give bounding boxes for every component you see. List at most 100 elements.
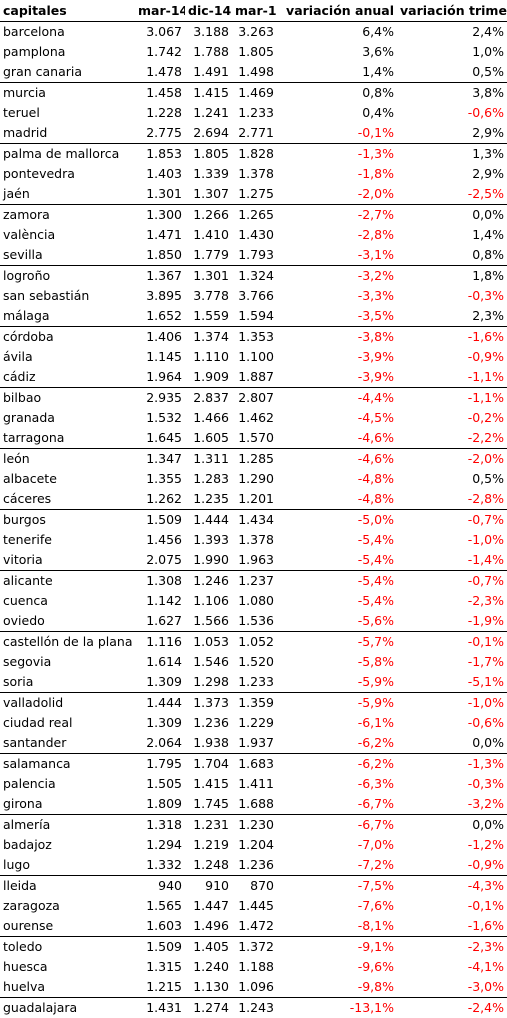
- mar-14-cell: 1.565: [135, 896, 185, 916]
- variacion-anual-cell: -9,1%: [277, 937, 397, 958]
- mar-15-cell: 1.411: [232, 774, 277, 794]
- dic-14-cell: 1.909: [185, 367, 232, 388]
- city-cell: segovia: [0, 652, 135, 672]
- city-cell: cuenca: [0, 591, 135, 611]
- mar-14-cell: 1.603: [135, 916, 185, 937]
- variacion-trimestral-cell: -0,2%: [397, 408, 507, 428]
- variacion-trimestral-cell: -1,3%: [397, 754, 507, 775]
- dic-14-cell: 1.788: [185, 42, 232, 62]
- mar-15-cell: 1.237: [232, 571, 277, 592]
- city-cell: tarragona: [0, 428, 135, 449]
- mar-15-cell: 2.771: [232, 123, 277, 144]
- mar-14-cell: 1.627: [135, 611, 185, 632]
- dic-14-cell: 1.219: [185, 835, 232, 855]
- variacion-trimestral-cell: -0,9%: [397, 347, 507, 367]
- dic-14-cell: 1.130: [185, 977, 232, 998]
- variacion-trimestral-cell: -2,5%: [397, 184, 507, 205]
- mar-14-cell: 1.532: [135, 408, 185, 428]
- dic-14-cell: 1.235: [185, 489, 232, 510]
- mar-14-cell: 1.228: [135, 103, 185, 123]
- variacion-trimestral-cell: -1,4%: [397, 550, 507, 571]
- dic-14-cell: 1.938: [185, 733, 232, 754]
- mar-15-cell: 1.285: [232, 449, 277, 470]
- city-cell: madrid: [0, 123, 135, 144]
- variacion-anual-cell: -3,9%: [277, 367, 397, 388]
- dic-14-cell: 1.405: [185, 937, 232, 958]
- mar-14-cell: 2.775: [135, 123, 185, 144]
- variacion-trimestral-cell: 2,3%: [397, 306, 507, 327]
- mar-14-cell: 1.347: [135, 449, 185, 470]
- city-cell: león: [0, 449, 135, 470]
- mar-14-cell: 1.853: [135, 144, 185, 165]
- mar-15-cell: 1.236: [232, 855, 277, 876]
- city-cell: huesca: [0, 957, 135, 977]
- city-cell: pamplona: [0, 42, 135, 62]
- mar-14-cell: 1.456: [135, 530, 185, 550]
- variacion-anual-cell: -9,8%: [277, 977, 397, 998]
- header-mar-15: mar-15: [232, 0, 277, 22]
- city-cell: lugo: [0, 855, 135, 876]
- variacion-trimestral-cell: 2,9%: [397, 164, 507, 184]
- dic-14-cell: 1.491: [185, 62, 232, 83]
- city-cell: ávila: [0, 347, 135, 367]
- city-cell: albacete: [0, 469, 135, 489]
- mar-14-cell: 1.652: [135, 306, 185, 327]
- mar-15-cell: 1.594: [232, 306, 277, 327]
- city-cell: almería: [0, 815, 135, 836]
- mar-14-cell: 1.509: [135, 510, 185, 531]
- mar-15-cell: 1.434: [232, 510, 277, 531]
- mar-15-cell: 1.230: [232, 815, 277, 836]
- dic-14-cell: 1.393: [185, 530, 232, 550]
- variacion-trimestral-cell: -1,0%: [397, 530, 507, 550]
- header-row: capitales mar-14 dic-14 mar-15 variación…: [0, 0, 507, 22]
- city-cell: logroño: [0, 266, 135, 287]
- variacion-anual-cell: -9,6%: [277, 957, 397, 977]
- variacion-anual-cell: 1,4%: [277, 62, 397, 83]
- variacion-trimestral-cell: 1,3%: [397, 144, 507, 165]
- dic-14-cell: 1.745: [185, 794, 232, 815]
- dic-14-cell: 1.546: [185, 652, 232, 672]
- mar-15-cell: 1.570: [232, 428, 277, 449]
- variacion-trimestral-cell: 2,9%: [397, 123, 507, 144]
- variacion-trimestral-cell: -0,3%: [397, 286, 507, 306]
- city-cell: teruel: [0, 103, 135, 123]
- mar-15-cell: 1.233: [232, 672, 277, 693]
- header-variacion-trimestral: variación trimestral: [397, 0, 507, 22]
- variacion-anual-cell: -5,4%: [277, 571, 397, 592]
- mar-14-cell: 1.332: [135, 855, 185, 876]
- variacion-trimestral-cell: 1,0%: [397, 42, 507, 62]
- mar-14-cell: 1.850: [135, 245, 185, 266]
- variacion-anual-cell: -2,7%: [277, 205, 397, 226]
- dic-14-cell: 1.704: [185, 754, 232, 775]
- variacion-trimestral-cell: -1,1%: [397, 367, 507, 388]
- mar-14-cell: 1.215: [135, 977, 185, 998]
- variacion-anual-cell: -5,6%: [277, 611, 397, 632]
- mar-14-cell: 1.406: [135, 327, 185, 348]
- variacion-anual-cell: -1,3%: [277, 144, 397, 165]
- dic-14-cell: 1.415: [185, 83, 232, 104]
- city-cell: girona: [0, 794, 135, 815]
- dic-14-cell: 1.559: [185, 306, 232, 327]
- mar-15-cell: 3.766: [232, 286, 277, 306]
- dic-14-cell: 1.246: [185, 571, 232, 592]
- dic-14-cell: 3.778: [185, 286, 232, 306]
- mar-15-cell: 870: [232, 876, 277, 897]
- mar-14-cell: 1.262: [135, 489, 185, 510]
